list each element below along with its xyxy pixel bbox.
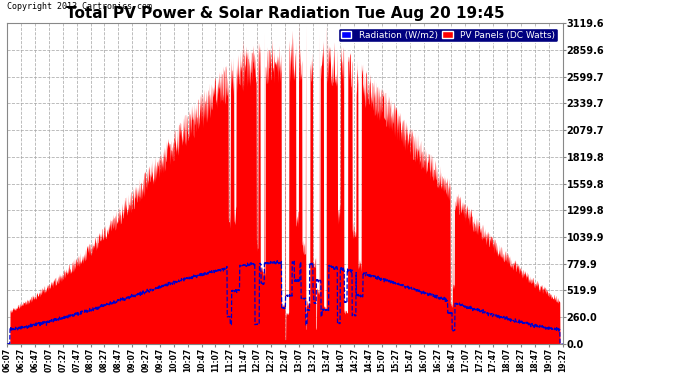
Text: Copyright 2013 Cartronics.com: Copyright 2013 Cartronics.com bbox=[8, 2, 152, 10]
Legend: Radiation (W/m2), PV Panels (DC Watts): Radiation (W/m2), PV Panels (DC Watts) bbox=[338, 28, 558, 42]
Title: Total PV Power & Solar Radiation Tue Aug 20 19:45: Total PV Power & Solar Radiation Tue Aug… bbox=[66, 6, 504, 21]
